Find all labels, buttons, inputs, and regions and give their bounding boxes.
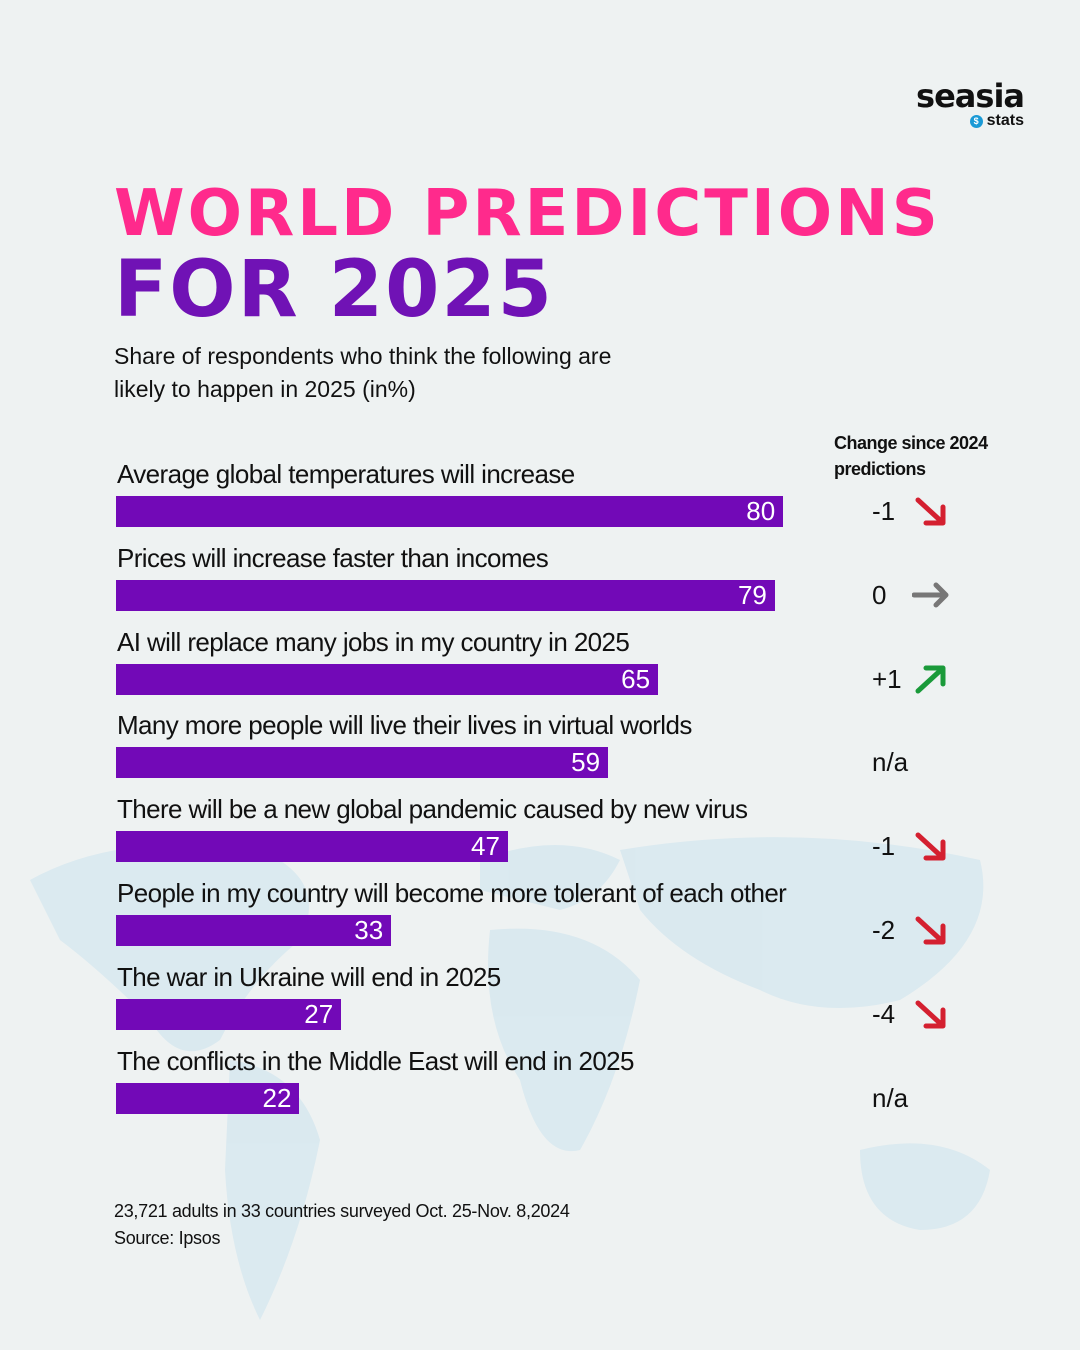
category-label: Many more people will live their lives i… — [117, 710, 692, 741]
arrow-up-right-icon — [915, 665, 946, 694]
category-label: The war in Ukraine will end in 2025 — [117, 961, 501, 992]
bar: 33 — [116, 915, 392, 946]
seasia-stats-logo: seasia $ stats — [916, 77, 1025, 130]
bar-value-label: 79 — [737, 579, 767, 610]
bar: 27 — [116, 998, 342, 1030]
footer: 23,721 adults in 33 countries surveyed O… — [114, 1198, 570, 1252]
change-value: n/a — [872, 1082, 909, 1113]
category-label: Prices will increase faster than incomes — [117, 542, 549, 573]
logo-brand: seasia — [916, 77, 1025, 115]
bar-value-label: 27 — [304, 998, 334, 1029]
chart-row: AI will replace many jobs in my country … — [116, 626, 1056, 710]
change-value: -1 — [872, 831, 896, 862]
bar-value-label: 22 — [262, 1082, 292, 1113]
arrow-down-right-icon — [915, 832, 946, 861]
bar: 65 — [116, 663, 659, 695]
bar: 79 — [116, 579, 775, 611]
title-line-2: FOR 2025 — [114, 245, 554, 335]
category-label: AI will replace many jobs in my country … — [117, 626, 630, 657]
bar-value-label: 47 — [471, 831, 500, 862]
chart-row: There will be a new global pandemic caus… — [116, 793, 1056, 877]
chart-row: Prices will increase faster than incomes… — [116, 542, 1056, 626]
chart-row: The war in Ukraine will end in 2025 27 -… — [116, 961, 1056, 1045]
change-value: -1 — [872, 496, 896, 526]
change-value: -4 — [872, 998, 896, 1029]
category-label: Average global temperatures will increas… — [117, 459, 575, 489]
bar-value-label: 59 — [571, 747, 601, 778]
bar-value-label: 80 — [746, 496, 776, 526]
chart-row: People in my country will become more to… — [116, 877, 1056, 961]
arrow-down-right-icon — [915, 1000, 946, 1029]
change-column-header: Change since 2024 predictions — [834, 433, 988, 479]
bar: 59 — [116, 747, 609, 779]
chart-row: The conflicts in the Middle East will en… — [116, 1045, 1056, 1129]
source: Source: Ipsos — [114, 1228, 221, 1248]
survey-note: 23,721 adults in 33 countries surveyed O… — [114, 1201, 570, 1221]
title-line-1: WORLD PREDICTIONS — [114, 177, 941, 251]
category-label: People in my country will become more to… — [117, 878, 787, 908]
logo-globe-icon: $ — [969, 114, 983, 128]
chart-row: Average global temperatures will increas… — [116, 458, 1056, 542]
bar-value-label: 65 — [621, 663, 651, 694]
logo-sub: stats — [986, 112, 1024, 129]
bar: 22 — [116, 1082, 300, 1114]
category-label: The conflicts in the Middle East will en… — [117, 1045, 635, 1076]
bar-value-label: 33 — [354, 915, 384, 945]
chart-row: Many more people will live their lives i… — [116, 709, 1056, 793]
arrow-down-right-icon — [915, 497, 946, 526]
arrow-right-icon — [912, 582, 949, 608]
change-value: -2 — [872, 915, 896, 945]
category-label: There will be a new global pandemic caus… — [117, 794, 748, 825]
change-value: +1 — [872, 663, 902, 694]
bar: 47 — [116, 831, 508, 863]
bar: 80 — [116, 496, 784, 527]
change-value: 0 — [872, 579, 887, 610]
change-value: n/a — [872, 747, 909, 778]
subtitle: Share of respondents who think the follo… — [114, 343, 612, 402]
arrow-down-right-icon — [915, 916, 946, 945]
